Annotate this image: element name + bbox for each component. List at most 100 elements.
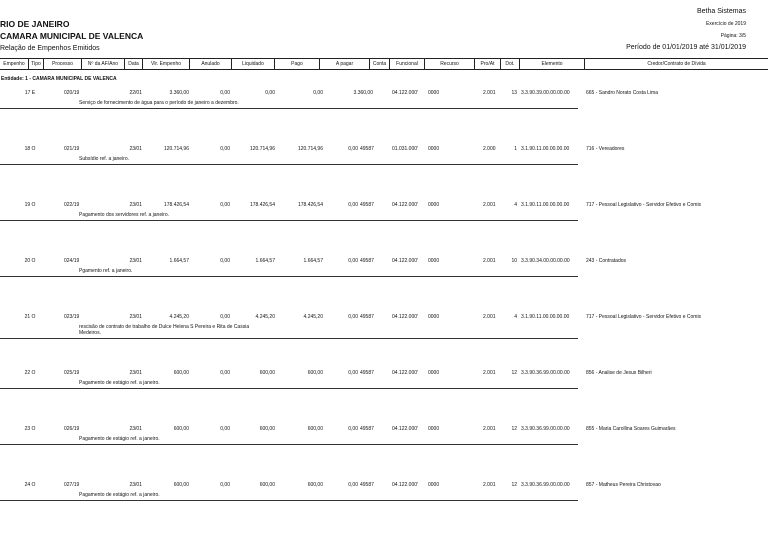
cell-data: 23/01 — [129, 258, 142, 264]
cell-dot: 13 — [511, 90, 517, 96]
cell-empenho: 18 O — [24, 146, 36, 152]
column-header: Funcional — [390, 59, 425, 69]
cell-elemento: 3.3.90.36.99.00.00.00 — [521, 426, 570, 432]
cell-anulado: 0,00 — [220, 370, 230, 376]
cell-valor: 120.714,96 — [163, 146, 189, 152]
cell-recurso: 0000 — [428, 146, 440, 152]
cell-anulado: 0,00 — [220, 90, 230, 96]
cell-funcional: 04.122.000' — [392, 90, 418, 96]
cell-valor: 600,00 — [173, 482, 189, 488]
cell-valor: 4.245,20 — [169, 314, 189, 320]
cell-dot: 10 — [511, 258, 517, 264]
cell-pago: 600,00 — [307, 370, 323, 376]
row-divider — [0, 276, 578, 277]
cell-dot: 4 — [514, 314, 517, 320]
cell-funcional: 04.122.000' — [392, 314, 418, 320]
cell-pago: 600,00 — [307, 482, 323, 488]
column-header: Liquidado — [232, 59, 275, 69]
cell-valor: 3.360,00 — [169, 90, 189, 96]
cell-dot: 12 — [511, 370, 517, 376]
table-row: 22 O 025/19 23/01 600,00 0,00 600,00 600,00 0,0… — [0, 369, 768, 399]
cell-processo: 025/19 — [64, 370, 80, 376]
column-header: Empenho — [0, 59, 29, 69]
cell-recurso: 0000 — [428, 370, 440, 376]
column-header: Conta — [370, 59, 390, 69]
cell-liquidado: 600,00 — [259, 482, 275, 488]
cell-apagar: 3.360,00 — [353, 90, 373, 96]
cell-apagar: 0,00 — [348, 426, 358, 432]
cell-liquidado: 1.664,57 — [255, 258, 275, 264]
cell-liquidado: 4.245,20 — [255, 314, 275, 320]
row-description: Pgamento ref. a janeiro. — [79, 268, 133, 274]
row-description-cont: Medeiros. — [79, 330, 101, 336]
cell-pago: 120.714,96 — [297, 146, 323, 152]
column-header: Anulado — [190, 59, 232, 69]
cell-elemento: 3.1.90.11.00.00.00.00 — [521, 202, 570, 208]
column-header: Credor/Contrato de Dívida — [647, 61, 706, 67]
cell-recurso: 0000 — [428, 202, 440, 208]
cell-proat: 2.000 — [483, 146, 496, 152]
cell-credor: 856 - Analise de Jesus Bilheri — [586, 370, 652, 376]
cell-funcional: 04.122.000' — [392, 258, 418, 264]
cell-conta: 49587 — [360, 370, 374, 376]
cell-liquidado: 0,00 — [265, 90, 275, 96]
cell-funcional: 04.122.000' — [392, 370, 418, 376]
cell-elemento: 3.3.90.39.00.00.00.00 — [521, 90, 570, 96]
cell-apagar: 0,00 — [348, 202, 358, 208]
cell-dot: 12 — [511, 426, 517, 432]
table-row: 23 O 026/19 23/01 600,00 0,00 600,00 600,00 0,0… — [0, 425, 768, 455]
cell-conta: 49587 — [360, 482, 374, 488]
vendor-name: Betha Sistemas — [696, 8, 746, 15]
cell-elemento: 3.3.90.34.00.00.00.00 — [521, 258, 570, 264]
cell-proat: 2.001 — [483, 258, 496, 264]
cell-pago: 178.426,54 — [297, 202, 323, 208]
cell-funcional: 01.031.000' — [392, 146, 418, 152]
table-row: 24 O 027/19 23/01 600,00 0,00 600,00 600,00 0,0… — [0, 481, 768, 511]
cell-empenho: 17 E — [24, 90, 36, 96]
cell-recurso: 0000 — [428, 258, 440, 264]
column-header: Data — [125, 59, 143, 69]
cell-valor: 178.426,54 — [163, 202, 189, 208]
column-header: Recurso — [425, 59, 475, 69]
cell-empenho: 23 O — [24, 426, 36, 432]
cell-conta: 49587 — [360, 314, 374, 320]
row-description: Pagamento de estágio ref. a janeiro. — [79, 492, 160, 498]
row-divider — [0, 220, 578, 221]
row-divider — [0, 338, 578, 339]
cell-anulado: 0,00 — [220, 426, 230, 432]
cell-recurso: 0000 — [428, 426, 440, 432]
cell-processo: 021/19 — [64, 146, 80, 152]
cell-processo: 027/19 — [64, 482, 80, 488]
table-row: 20 O 024/19 23/01 1.664,57 0,00 1.664,57 1.664… — [0, 257, 768, 287]
cell-dot: 1 — [514, 146, 517, 152]
row-divider — [0, 108, 578, 109]
cell-funcional: 04.122.000' — [392, 426, 418, 432]
cell-elemento: 3.3.90.36.99.00.00.00 — [521, 370, 570, 376]
row-description: Pagamento de estágio ref. a janeiro. — [79, 380, 160, 386]
cell-liquidado: 178.426,54 — [249, 202, 275, 208]
table-header: Empenho Tipo Processo Nº da AF/Ano Data Vlr. … — [0, 58, 768, 70]
row-divider — [0, 388, 578, 389]
cell-conta: 49587 — [360, 146, 374, 152]
row-description: Pagamento dos servidores ref. a janeiro. — [79, 212, 170, 218]
page-number: Página: 3/5 — [720, 33, 746, 39]
group-heading: Entidade: 1 - CAMARA MUNICIPAL DE VALENC… — [1, 76, 117, 82]
cell-dot: 4 — [514, 202, 517, 208]
table-row: 21 O 023/19 23/01 4.245,20 0,00 4.245,20 4.245… — [0, 313, 768, 343]
cell-apagar: 0,00 — [348, 146, 358, 152]
column-header: Dot. — [501, 59, 520, 69]
cell-data: 23/01 — [129, 202, 142, 208]
row-divider — [0, 500, 578, 501]
cell-anulado: 0,00 — [220, 146, 230, 152]
column-header: Elemento — [520, 59, 585, 69]
cell-elemento: 3.3.90.36.99.00.00.00 — [521, 482, 570, 488]
row-description: Pagamento de estágio ref. a janeiro. — [79, 436, 160, 442]
cell-empenho: 24 O — [24, 482, 36, 488]
cell-empenho: 20 O — [24, 258, 36, 264]
cell-processo: 024/19 — [64, 258, 80, 264]
cell-processo: 020/19 — [64, 90, 80, 96]
cell-credor: 857 - Matheus Pereira Christovao — [586, 482, 661, 488]
exercise-label: Exercício de 2019 — [705, 21, 746, 27]
cell-credor: 717 - Pessoal Legislativo - Servidor Efe… — [586, 314, 702, 320]
cell-processo: 026/19 — [64, 426, 80, 432]
